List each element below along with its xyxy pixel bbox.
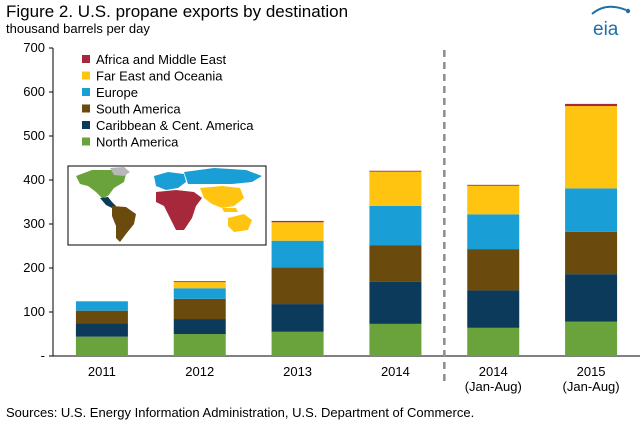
- legend-swatch: [82, 71, 90, 80]
- eia-logo: eia: [591, 5, 631, 40]
- map-far-east: [200, 186, 244, 208]
- chart-bars: [75, 103, 618, 356]
- x-tick-label: (Jan-Aug): [465, 379, 522, 394]
- chart-legend: Africa and Middle East Far East and Ocean…: [82, 52, 254, 150]
- map-islands: [222, 208, 238, 212]
- legend-label: Far East and Oceania: [96, 69, 223, 84]
- bar-segment-europe: [173, 288, 226, 299]
- world-map-inset: [67, 165, 267, 246]
- bar-segment-south-america: [75, 310, 128, 324]
- y-tick-label: 300: [23, 216, 45, 231]
- legend-label: Africa and Middle East: [96, 52, 226, 67]
- bar-segment-africa-me: [467, 184, 520, 186]
- eia-logo-text: eia: [593, 19, 619, 40]
- bar-segment-north-america: [565, 321, 618, 356]
- x-tick-label: (Jan-Aug): [563, 379, 620, 394]
- y-tick-label: -: [41, 348, 45, 363]
- map-south-america: [112, 206, 136, 242]
- legend-swatch: [82, 104, 90, 113]
- x-tick-label: 2012: [185, 364, 214, 379]
- bar-segment-south-america: [467, 249, 520, 291]
- bar-segment-caribbean: [467, 290, 520, 328]
- x-tick-label: 2013: [283, 364, 312, 379]
- bar-segment-africa-me: [173, 281, 226, 283]
- bar-segment-south-america: [565, 231, 618, 275]
- bar-segment-europe: [75, 301, 128, 311]
- legend-swatch: [82, 55, 90, 63]
- y-tick-label: 600: [23, 84, 45, 99]
- map-north-america: [76, 170, 126, 198]
- bar-segment-north-america: [271, 331, 324, 356]
- bar-segment-africa-me: [271, 220, 324, 223]
- map-north-asia: [184, 168, 262, 184]
- bar-segment-south-america: [173, 298, 226, 320]
- bar-segment-north-america: [467, 327, 520, 356]
- chart-title: Figure 2. U.S. propane exports by destin…: [6, 2, 348, 21]
- y-tick-label: 100: [23, 304, 45, 319]
- bar-segment-caribbean: [565, 274, 618, 322]
- legend-swatch: [82, 88, 90, 96]
- bar-segment-far-east: [565, 106, 618, 189]
- x-tick-label: 2014: [381, 364, 410, 379]
- bar-segment-caribbean: [75, 323, 128, 337]
- bar-segment-caribbean: [369, 281, 422, 324]
- chart-axes: 700 600 500 400 300 200 100 -: [23, 40, 640, 386]
- bar-segment-africa-me: [565, 103, 618, 107]
- legend-label: North America: [96, 135, 179, 150]
- bar-segment-caribbean: [173, 319, 226, 334]
- x-tick-label: 2015: [577, 364, 606, 379]
- y-tick-label: 400: [23, 172, 45, 187]
- bar-segment-europe: [565, 188, 618, 232]
- bar-segment-far-east: [173, 282, 226, 289]
- eia-logo-arc: [591, 5, 627, 15]
- legend-label: Europe: [96, 85, 138, 100]
- source-note: Sources: U.S. Energy Information Adminis…: [6, 405, 474, 420]
- bar-segment-north-america: [75, 336, 128, 356]
- bar-segment-far-east: [271, 222, 324, 241]
- map-oceania: [228, 214, 252, 232]
- legend-swatch: [82, 137, 90, 146]
- map-caribbean: [100, 197, 116, 208]
- bar-segment-north-america: [369, 323, 422, 356]
- legend-label: Caribbean & Cent. America: [96, 118, 254, 133]
- bar-segment-europe: [271, 240, 324, 268]
- bar-segment-caribbean: [271, 304, 324, 332]
- x-axis-labels: 2011 2012 2013 2014 2014(Jan-Aug)2015(Jan-Au…: [88, 364, 620, 394]
- map-africa-middle-east: [156, 190, 202, 230]
- bar-segment-far-east: [369, 171, 422, 206]
- map-europe: [154, 172, 186, 190]
- chart-subtitle: thousand barrels per day: [6, 21, 150, 36]
- eia-logo-dot: [625, 8, 631, 14]
- legend-label: South America: [96, 102, 181, 117]
- y-tick-label: 200: [23, 260, 45, 275]
- bar-segment-south-america: [271, 267, 324, 305]
- bar-segment-europe: [467, 214, 520, 250]
- bar-segment-north-america: [173, 334, 226, 356]
- y-tick-label: 700: [23, 40, 45, 55]
- bar-segment-south-america: [369, 245, 422, 282]
- bar-segment-africa-me: [369, 170, 422, 172]
- legend-swatch: [82, 121, 90, 129]
- y-tick-label: 500: [23, 128, 45, 143]
- map-greenland: [110, 167, 130, 176]
- x-tick-label: 2011: [88, 364, 116, 379]
- x-tick-label: 2014: [479, 364, 508, 379]
- bar-segment-europe: [369, 205, 422, 246]
- bar-segment-far-east: [467, 185, 520, 215]
